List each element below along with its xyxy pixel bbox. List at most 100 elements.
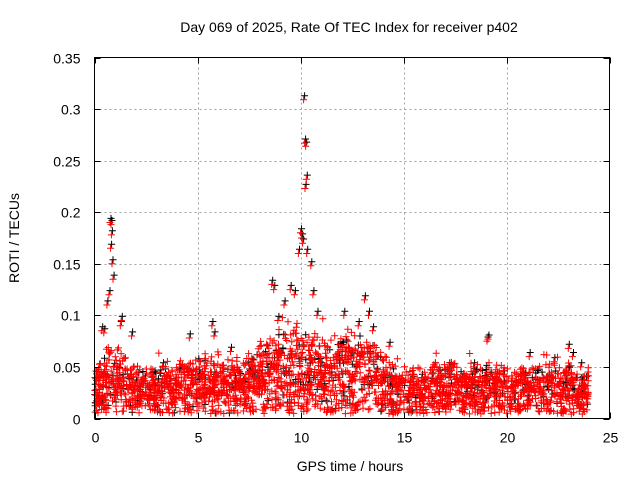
red-point [210,378,218,386]
black-point [302,356,310,364]
black-point [125,375,133,383]
red-point [338,368,345,376]
red-point [306,381,314,389]
red-point [484,379,492,387]
black-point [109,256,117,264]
red-point [416,365,424,373]
red-point [584,395,592,403]
red-point [280,301,288,309]
red-point [245,361,253,369]
red-point [512,405,520,412]
red-point [107,378,115,386]
red-point [396,405,404,413]
red-point [277,384,285,392]
red-point [331,332,339,340]
red-point [328,364,336,372]
red-point [154,408,161,416]
red-point [420,410,428,417]
red-point [335,348,343,356]
red-point [524,401,532,409]
red-point [467,359,475,367]
red-point [499,382,507,390]
red-point [439,396,446,404]
red-point [274,394,282,402]
red-point [542,395,550,403]
red-point [416,386,424,394]
red-point [172,395,179,403]
red-point [92,367,100,375]
red-point [305,365,313,373]
red-point [260,376,268,383]
red-point [111,353,119,361]
red-point [436,392,444,400]
red-point [329,408,337,416]
red-point [533,379,541,387]
red-point [417,392,424,400]
red-point [245,394,252,402]
red-point [473,361,481,369]
red-point [335,404,343,412]
red-point [165,384,173,391]
red-point [178,377,186,385]
red-point [106,350,113,358]
red-point [103,345,110,353]
red-point [569,375,577,383]
red-point [127,396,135,404]
red-point [102,396,110,404]
red-point [312,391,320,399]
red-point [96,360,103,368]
red-point [404,394,412,402]
red-point [557,391,565,399]
red-point [164,382,172,390]
red-point [301,185,309,192]
red-point [358,386,366,394]
red-point [159,362,167,370]
red-point [265,370,273,378]
red-point [485,359,493,367]
red-point [116,357,124,365]
red-point [219,362,227,370]
red-point [555,364,563,372]
red-point [434,372,442,380]
red-point [192,356,200,364]
y-axis-label: ROTI / TECUs [6,193,22,283]
red-point [351,368,359,375]
red-point [400,398,408,406]
red-point [344,337,352,345]
red-point [210,332,218,340]
red-point [257,341,265,349]
red-point [271,388,279,396]
red-point [239,386,247,394]
red-point [383,368,391,376]
red-point [312,348,319,356]
red-point [152,401,160,408]
red-point [220,383,228,391]
red-point [351,332,359,340]
red-point [315,359,322,367]
red-point [327,357,335,365]
red-point [116,364,124,372]
red-point [438,378,446,386]
red-point [256,352,264,360]
red-point [423,409,431,417]
red-point [327,371,335,379]
red-point [322,349,329,357]
red-point [407,393,415,401]
red-point [190,380,197,388]
red-point [193,391,201,398]
red-point [402,375,410,383]
red-point [163,371,170,379]
red-point [378,406,386,414]
red-point [283,337,291,344]
red-point [377,348,385,356]
red-point [159,409,166,416]
red-point [103,359,111,367]
red-point [393,355,401,363]
red-point [94,375,102,383]
red-point [493,399,500,407]
red-point [138,376,146,384]
red-point [520,389,527,397]
red-point [270,286,278,294]
red-point [152,394,160,402]
red-point [564,344,572,352]
